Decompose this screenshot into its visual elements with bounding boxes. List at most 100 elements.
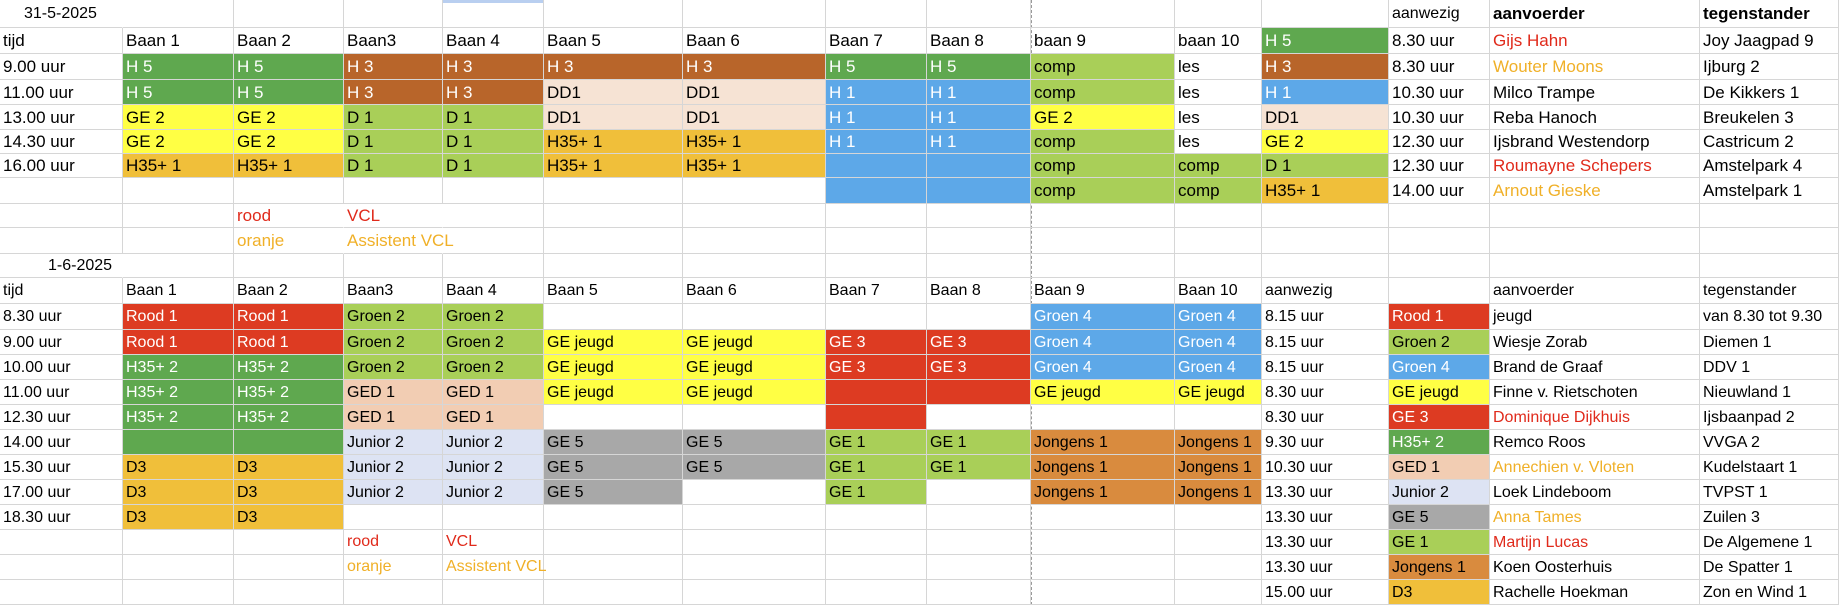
header-cell[interactable]: Baan 6 — [683, 278, 826, 304]
schedule-cell[interactable]: GE 3 — [927, 330, 1031, 355]
time-cell[interactable]: 15.30 uur — [0, 455, 123, 480]
schedule-cell[interactable] — [826, 505, 927, 530]
schedule-cell[interactable]: GE 2 — [123, 130, 234, 154]
schedule-cell[interactable]: comp — [1031, 154, 1175, 178]
schedule-cell[interactable]: Groen 2 — [344, 355, 443, 380]
time-cell[interactable]: 8.30 uur — [0, 304, 123, 330]
aanwezig-time[interactable]: 8.30 uur — [1262, 405, 1389, 430]
aanwezig-time[interactable]: 9.30 uur — [1262, 430, 1389, 455]
aanwezig-time[interactable]: 12.30 uur — [1389, 154, 1490, 178]
schedule-cell[interactable]: Groen 2 — [344, 304, 443, 330]
label-aanvoerder-day1[interactable]: aanvoerder — [1490, 0, 1700, 28]
tegenstander-name[interactable]: DDV 1 — [1700, 355, 1839, 380]
schedule-cell[interactable] — [344, 505, 443, 530]
empty-cell[interactable] — [826, 0, 927, 28]
schedule-cell[interactable]: H35+ 2 — [123, 380, 234, 405]
empty-cell[interactable] — [683, 0, 826, 28]
schedule-cell[interactable]: GE 5 — [683, 455, 826, 480]
schedule-cell[interactable]: les — [1175, 130, 1262, 154]
schedule-cell[interactable] — [234, 555, 344, 580]
schedule-cell[interactable]: H35+ 1 — [1262, 178, 1389, 204]
time-cell[interactable]: 11.00 uur — [0, 380, 123, 405]
schedule-cell[interactable]: H35+ 2 — [123, 355, 234, 380]
header-cell[interactable]: Gijs Hahn — [1490, 28, 1700, 54]
schedule-cell[interactable] — [544, 304, 683, 330]
schedule-cell[interactable]: GE 2 — [1031, 105, 1175, 130]
schedule-cell[interactable]: Jongens 1 — [1175, 480, 1262, 505]
schedule-cell[interactable] — [544, 178, 683, 204]
header-cell[interactable]: Baan 5 — [544, 278, 683, 304]
empty-cell[interactable] — [1490, 228, 1700, 254]
header-cell[interactable]: Baan 5 — [544, 28, 683, 54]
date-day2[interactable]: 1-6-2025 — [0, 254, 123, 278]
empty-cell[interactable] — [1389, 204, 1490, 228]
schedule-cell[interactable]: D 1 — [443, 130, 544, 154]
schedule-cell[interactable]: comp — [1031, 80, 1175, 105]
aanvoerder-name[interactable]: Reba Hanoch — [1490, 105, 1700, 130]
aanwezig-time[interactable]: 10.30 uur — [1262, 455, 1389, 480]
tegenstander-name[interactable]: De Spatter 1 — [1700, 555, 1839, 580]
schedule-cell[interactable] — [1175, 530, 1262, 555]
empty-cell[interactable] — [683, 204, 826, 228]
schedule-cell[interactable]: GE 2 — [234, 105, 344, 130]
schedule-cell[interactable]: Jongens 1 — [1031, 455, 1175, 480]
schedule-cell[interactable] — [683, 580, 826, 605]
schedule-cell[interactable] — [123, 530, 234, 555]
aanvoerder-name[interactable]: Finne v. Rietschoten — [1490, 380, 1700, 405]
empty-cell[interactable] — [344, 0, 443, 28]
schedule-cell[interactable]: les — [1175, 80, 1262, 105]
schedule-cell[interactable]: GE jeugd — [544, 355, 683, 380]
time-cell[interactable]: 11.00 uur — [0, 80, 123, 105]
header-cell[interactable] — [1389, 278, 1490, 304]
schedule-cell[interactable]: H35+ 1 — [544, 154, 683, 178]
schedule-cell[interactable]: H 1 — [826, 105, 927, 130]
team-cell[interactable]: D3 — [1389, 580, 1490, 605]
schedule-cell[interactable]: D 1 — [443, 105, 544, 130]
header-cell[interactable]: Baan 10 — [1175, 278, 1262, 304]
schedule-cell[interactable]: Rood 1 — [123, 330, 234, 355]
schedule-cell[interactable]: H 3 — [344, 80, 443, 105]
team-cell[interactable]: GED 1 — [1389, 455, 1490, 480]
schedule-cell[interactable]: H35+ 2 — [123, 405, 234, 430]
empty-cell[interactable] — [1175, 254, 1262, 278]
empty-cell[interactable] — [544, 254, 683, 278]
aanwezig-time[interactable]: 8.15 uur — [1262, 355, 1389, 380]
schedule-cell[interactable]: Groen 2 — [443, 330, 544, 355]
schedule-cell[interactable]: H 5 — [826, 54, 927, 80]
schedule-cell[interactable]: GE 5 — [544, 430, 683, 455]
schedule-cell[interactable]: GE 5 — [544, 480, 683, 505]
empty-cell[interactable] — [1031, 254, 1175, 278]
empty-cell[interactable] — [927, 204, 1031, 228]
schedule-cell[interactable]: DD1 — [683, 105, 826, 130]
schedule-cell[interactable] — [826, 304, 927, 330]
empty-cell[interactable] — [1031, 0, 1175, 28]
schedule-cell[interactable] — [826, 580, 927, 605]
time-cell[interactable]: 10.00 uur — [0, 355, 123, 380]
schedule-cell[interactable] — [234, 530, 344, 555]
schedule-cell[interactable]: comp — [1031, 178, 1175, 204]
header-cell[interactable]: Baan 1 — [123, 28, 234, 54]
schedule-cell[interactable]: H 5 — [123, 80, 234, 105]
tegenstander-name[interactable]: Breukelen 3 — [1700, 105, 1839, 130]
schedule-cell[interactable] — [234, 178, 344, 204]
schedule-cell[interactable]: H 5 — [234, 54, 344, 80]
empty-cell[interactable] — [826, 204, 927, 228]
aanvoerder-name[interactable]: Wiesje Zorab — [1490, 330, 1700, 355]
schedule-cell[interactable] — [443, 505, 544, 530]
schedule-cell[interactable] — [826, 380, 927, 405]
schedule-cell[interactable]: GE 1 — [826, 430, 927, 455]
empty-cell[interactable] — [1490, 204, 1700, 228]
team-cell[interactable]: Jongens 1 — [1389, 555, 1490, 580]
aanvoerder-name[interactable]: jeugd — [1490, 304, 1700, 330]
schedule-cell[interactable] — [443, 178, 544, 204]
aanwezig-time[interactable]: 13.30 uur — [1262, 555, 1389, 580]
schedule-cell[interactable]: H35+ 2 — [234, 380, 344, 405]
empty-cell[interactable] — [683, 254, 826, 278]
empty-cell[interactable] — [1700, 204, 1839, 228]
schedule-cell[interactable]: Rood 1 — [234, 330, 344, 355]
schedule-cell[interactable] — [344, 580, 443, 605]
schedule-cell[interactable] — [1031, 580, 1175, 605]
empty-cell[interactable] — [544, 0, 683, 28]
schedule-cell[interactable] — [544, 580, 683, 605]
schedule-cell[interactable]: Groen 2 — [443, 355, 544, 380]
